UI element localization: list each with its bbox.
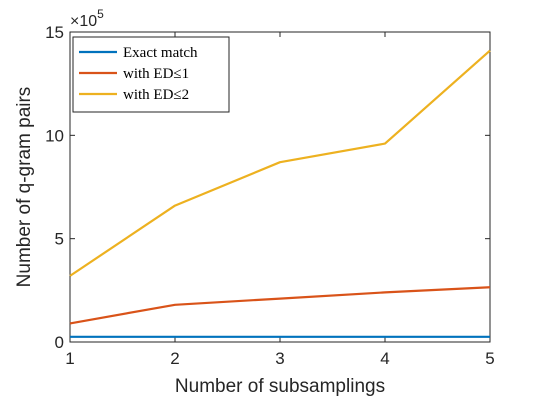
legend-box bbox=[72, 36, 230, 113]
axis-ticks: 1 2 3 4 5 0 5 10 15 bbox=[45, 23, 495, 368]
x-tick-label: 3 bbox=[275, 349, 284, 368]
series-line-with-ed-1 bbox=[69, 286, 491, 325]
x-tick-label: 5 bbox=[485, 349, 494, 368]
legend-entry-label: Exact match bbox=[123, 45, 198, 61]
y-exponent-power: 5 bbox=[97, 7, 104, 21]
y-tick-label: 10 bbox=[45, 126, 64, 145]
y-exponent-base: ×10 bbox=[70, 13, 97, 30]
legend-entry-label: with ED≤1 bbox=[123, 66, 189, 82]
y-tick-label: 5 bbox=[55, 230, 64, 249]
x-tick-label: 1 bbox=[65, 349, 74, 368]
y-axis-label: Number of q-gram pairs bbox=[14, 87, 35, 288]
x-tick-label: 4 bbox=[380, 349, 389, 368]
series-line-with-ed-2 bbox=[69, 49, 491, 277]
axis-labels: ×105 Number of subsamplings Number of q-… bbox=[14, 7, 385, 397]
legend: Exact match with ED≤1 with ED≤2 bbox=[72, 36, 230, 113]
x-axis-label: Number of subsamplings bbox=[175, 376, 385, 397]
y-tick-label: 0 bbox=[55, 333, 64, 352]
y-exponent-label: ×105 bbox=[70, 7, 104, 30]
series-layer bbox=[69, 49, 491, 338]
y-tick-label: 15 bbox=[45, 23, 64, 42]
legend-entry-label: with ED≤2 bbox=[123, 87, 189, 103]
x-tick-label: 2 bbox=[170, 349, 179, 368]
